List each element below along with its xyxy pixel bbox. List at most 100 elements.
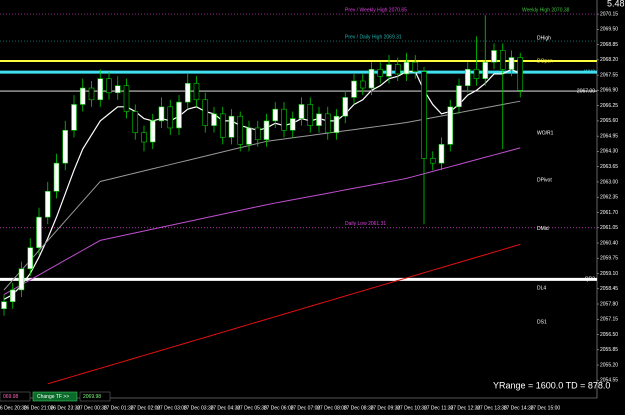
candle-body bbox=[316, 113, 322, 126]
candle-body bbox=[456, 85, 462, 108]
candle-body bbox=[403, 61, 410, 75]
candle-body bbox=[342, 97, 349, 117]
y-tick-label: 2068.20 bbox=[600, 57, 618, 63]
candle-body bbox=[246, 127, 252, 145]
candle-body bbox=[333, 115, 340, 133]
level-label: Daily Low 2061.31 bbox=[345, 221, 386, 227]
candle-body bbox=[386, 64, 392, 77]
candle-body bbox=[394, 64, 401, 75]
y-tick-label: 2057.80 bbox=[600, 301, 618, 307]
level-label: DL4 bbox=[537, 286, 546, 292]
level-label: WH3 bbox=[584, 69, 595, 75]
x-tick-label: 27 Dec 02:00 bbox=[130, 405, 160, 411]
candle-body bbox=[211, 113, 217, 126]
y-tick-label: 2054.55 bbox=[600, 378, 618, 384]
stats: YRange = 1600.0 TD = 878.0 bbox=[493, 380, 610, 390]
candle-body bbox=[508, 57, 515, 70]
candle-body bbox=[421, 71, 427, 159]
candle-body bbox=[359, 80, 366, 89]
level-label: QR2 bbox=[585, 277, 596, 283]
candle-body bbox=[79, 87, 86, 105]
x-tick-label: 27 Dec 00:30 bbox=[77, 405, 107, 411]
x-tick-label: 27 Dec 12:30 bbox=[450, 405, 480, 411]
candle-body bbox=[88, 87, 95, 101]
level-label: 2067.00 bbox=[577, 88, 595, 94]
candle-body bbox=[9, 289, 16, 302]
y-tick-label: 2064.30 bbox=[600, 149, 618, 155]
x-tick-label: 27 Dec 15:00 bbox=[530, 405, 560, 411]
candle-body bbox=[429, 158, 436, 164]
y-tick-label: 2061.70 bbox=[600, 210, 618, 216]
candle-body bbox=[447, 106, 454, 145]
candle-body bbox=[62, 129, 69, 164]
y-tick-label: 2066.25 bbox=[600, 103, 618, 109]
candle-body bbox=[473, 68, 480, 79]
price-box[interactable] bbox=[79, 391, 111, 402]
y-tick-label: 2064.95 bbox=[600, 133, 618, 139]
candle-body bbox=[71, 104, 77, 131]
candle-body bbox=[193, 83, 200, 101]
y-tick-label: 2068.85 bbox=[600, 42, 618, 48]
candle-body bbox=[272, 108, 279, 122]
candle-body bbox=[368, 68, 375, 89]
level-label: DMid bbox=[537, 226, 549, 232]
candle-body bbox=[464, 68, 471, 86]
price-box[interactable] bbox=[0, 391, 31, 402]
candle-body bbox=[114, 85, 121, 94]
level-label: Weekly High 2070.38 bbox=[522, 7, 570, 13]
candle-body bbox=[176, 101, 182, 129]
corner-price: 5.48 bbox=[607, 0, 625, 8]
candle-body bbox=[184, 83, 191, 103]
candle-body bbox=[491, 50, 497, 63]
y-tick-label: 2056.50 bbox=[600, 332, 618, 338]
x-tick-label: 26 Dec 23:30 bbox=[50, 405, 80, 411]
x-tick-label: 27 Dec 06:00 bbox=[264, 405, 294, 411]
x-tick-label: 27 Dec 10:30 bbox=[397, 405, 427, 411]
level-label: DHigh bbox=[537, 35, 551, 41]
x-tick-label: 27 Dec 04:30 bbox=[210, 405, 240, 411]
x-tick-label: 27 Dec 09:30 bbox=[370, 405, 400, 411]
y-tick-label: 2059.10 bbox=[600, 271, 618, 277]
x-tick-label: 26 Dec 21:00 bbox=[24, 405, 54, 411]
candle-body bbox=[412, 61, 419, 72]
y-tick-label: 2058.45 bbox=[600, 286, 618, 292]
candle-body bbox=[298, 104, 305, 119]
y-tick-label: 2060.40 bbox=[600, 240, 618, 246]
candle-body bbox=[97, 78, 104, 101]
candle-body bbox=[289, 118, 296, 131]
candle-body bbox=[228, 115, 235, 138]
x-tick-label: 27 Dec 03:30 bbox=[184, 405, 214, 411]
candle-body bbox=[254, 127, 261, 140]
candle-body bbox=[149, 120, 156, 143]
y-tick-label: 2063.00 bbox=[600, 179, 618, 185]
candle-body bbox=[106, 78, 112, 94]
x-tick-label: 27 Dec 01:30 bbox=[104, 405, 134, 411]
y-tick-label: 2061.05 bbox=[600, 225, 618, 231]
candle-body bbox=[1, 301, 7, 310]
candle-body bbox=[44, 191, 51, 218]
level-label: WO/R1 bbox=[537, 130, 554, 136]
candle-body bbox=[351, 80, 357, 98]
change-tf-button[interactable] bbox=[32, 391, 78, 402]
candle-body bbox=[281, 108, 287, 131]
x-tick-label: 27 Dec 08:00 bbox=[317, 405, 347, 411]
x-tick-label: 27 Dec 05:30 bbox=[237, 405, 267, 411]
y-tick-label: 2063.65 bbox=[600, 164, 618, 170]
candle-body bbox=[158, 106, 165, 122]
candle-body bbox=[517, 57, 524, 91]
candle-body bbox=[132, 111, 139, 133]
x-tick-label: 27 Dec 03:00 bbox=[157, 405, 187, 411]
x-tick-label: 26 Dec 20:30 bbox=[0, 405, 27, 411]
candle-body bbox=[202, 99, 209, 126]
candle-body bbox=[123, 85, 130, 112]
level-label: DPivot bbox=[537, 178, 552, 184]
candle-body bbox=[263, 120, 270, 140]
candle-body bbox=[27, 247, 34, 270]
candle-body bbox=[167, 106, 174, 129]
moving-average bbox=[3, 147, 521, 296]
candle-body bbox=[141, 132, 147, 143]
candle-body bbox=[36, 216, 42, 248]
moving-average bbox=[3, 100, 521, 291]
candle-body bbox=[324, 113, 331, 133]
